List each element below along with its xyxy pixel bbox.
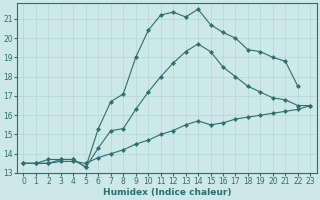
X-axis label: Humidex (Indice chaleur): Humidex (Indice chaleur) bbox=[103, 188, 231, 197]
